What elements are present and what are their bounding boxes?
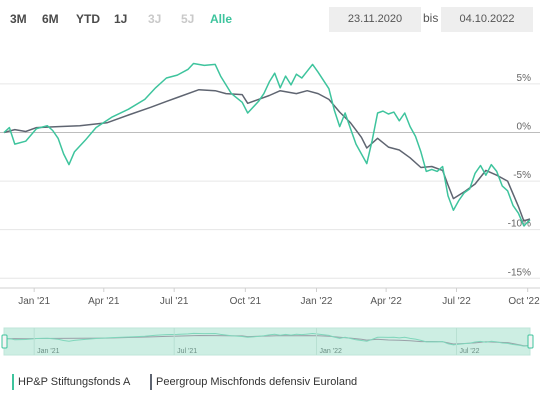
x-axis-labels: Jan '21 Apr '21 Jul '21 Oct '21 Jan '22 Apr '…: [18, 288, 540, 307]
range-button-5j: 5J: [181, 12, 195, 26]
x-tick-label: Apr '21: [88, 296, 120, 307]
x-tick-label: Oct '22: [508, 296, 540, 307]
legend-item-fund[interactable]: HP&P Stiftungsfonds A: [12, 373, 130, 391]
navigator[interactable]: Jan '21 Jul '21 Jan '22 Jul '22: [1, 327, 534, 356]
x-tick-label: Oct '21: [230, 296, 262, 307]
legend-label-fund: HP&P Stiftungsfonds A: [18, 376, 131, 388]
navigator-tick-label: Jan '22: [320, 348, 342, 355]
navigator-selection[interactable]: [3, 327, 531, 356]
navigator-handle-right[interactable]: [527, 334, 534, 349]
date-range-separator: bis: [423, 11, 439, 25]
legend-item-peer[interactable]: Peergroup Mischfonds defensiv Euroland: [150, 373, 357, 391]
legend-swatch-peer: [150, 374, 152, 390]
performance-chart[interactable]: 5% 0% -5% -10% -15% Jan '21 Apr '21 Jul '21 Oct…: [0, 0, 540, 370]
y-tick-label: 0%: [517, 121, 532, 132]
series-line-peer: [3, 88, 531, 222]
x-tick-label: Jul '21: [160, 296, 189, 307]
grid-lines: [0, 83, 540, 289]
navigator-tick-label: Jul '22: [460, 348, 480, 355]
legend: HP&P Stiftungsfonds A Peergroup Mischfon…: [0, 373, 540, 393]
y-tick-label: -5%: [513, 170, 531, 181]
date-to-input[interactable]: 04.10.2022: [441, 7, 533, 32]
y-tick-label: -15%: [508, 267, 531, 278]
navigator-handle-left[interactable]: [1, 334, 8, 349]
range-button-3m[interactable]: 3M: [10, 12, 27, 26]
y-tick-label: 5%: [517, 73, 532, 84]
x-tick-label: Jan '22: [301, 296, 333, 307]
range-button-ytd[interactable]: YTD: [76, 12, 100, 26]
navigator-line-fund: [3, 332, 531, 347]
series-lines: [3, 62, 531, 227]
legend-swatch-fund: [12, 374, 14, 390]
range-button-6m[interactable]: 6M: [42, 12, 59, 26]
range-button-1j[interactable]: 1J: [114, 12, 128, 26]
y-tick-label: -10%: [508, 219, 531, 230]
x-tick-label: Apr '22: [370, 296, 402, 307]
navigator-tick-label: Jan '21: [37, 348, 59, 355]
series-line-fund: [3, 62, 531, 227]
legend-label-peer: Peergroup Mischfonds defensiv Euroland: [156, 376, 358, 388]
x-tick-label: Jan '21: [18, 296, 50, 307]
navigator-tick-label: Jul '21: [177, 348, 197, 355]
date-from-input[interactable]: 23.11.2020: [329, 7, 421, 32]
x-tick-label: Jul '22: [442, 296, 471, 307]
range-button-alle[interactable]: Alle: [210, 12, 233, 26]
y-axis-labels: 5% 0% -5% -10% -15%: [508, 73, 531, 278]
range-selector: 3M 6M YTD 1J 3J 5J Alle 23.11.2020 bis 0…: [0, 0, 540, 36]
range-button-3j: 3J: [148, 12, 162, 26]
